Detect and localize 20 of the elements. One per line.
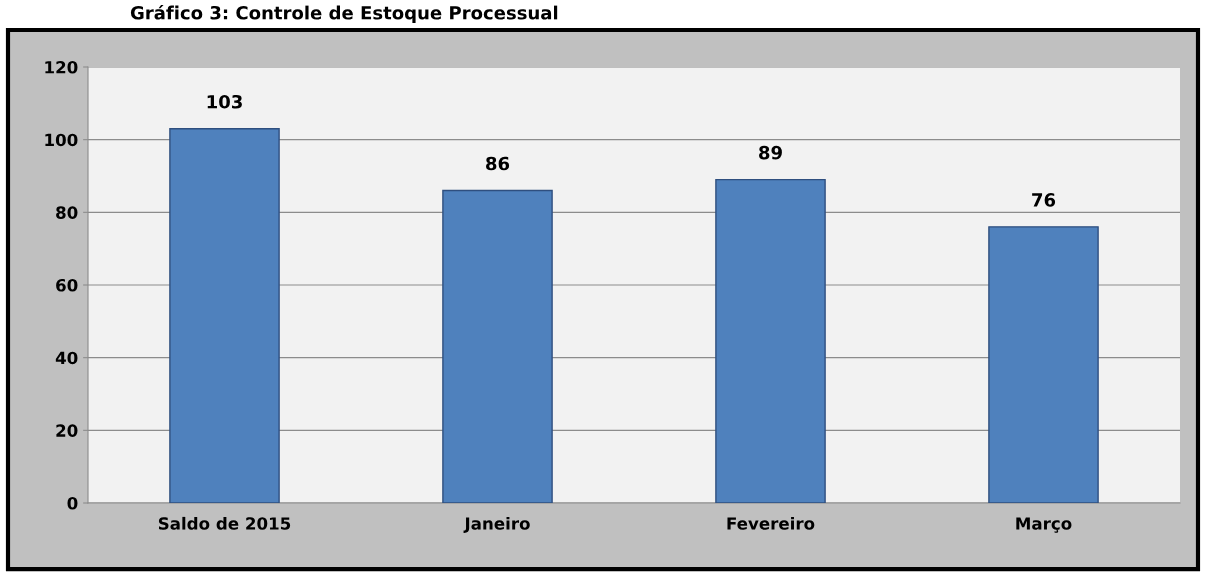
bar [715, 178, 826, 503]
data-label: 76 [1032, 193, 1056, 207]
y-tick-label: 120 [45, 60, 78, 74]
y-tick-label: 0 [67, 496, 78, 510]
bar [988, 226, 1099, 503]
x-tick-label: Saldo de 2015 [158, 516, 291, 530]
y-tick-label: 60 [56, 278, 78, 292]
x-tick-label: Fevereiro [727, 516, 815, 530]
chart-title: Gráfico 3: Controle de Estoque Processual [130, 4, 558, 24]
bar [169, 128, 280, 503]
data-label: 89 [759, 145, 782, 160]
x-tick-label: Janeiro [463, 516, 530, 533]
y-tick-label: 100 [45, 133, 78, 147]
y-tick-label: 80 [56, 206, 78, 219]
data-label: 86 [486, 156, 510, 171]
bar [442, 189, 553, 503]
x-tick-label: Março [1016, 517, 1072, 533]
y-tick-label: 20 [56, 424, 78, 437]
data-label: 103 [207, 94, 242, 109]
y-tick-label: 40 [55, 351, 78, 365]
